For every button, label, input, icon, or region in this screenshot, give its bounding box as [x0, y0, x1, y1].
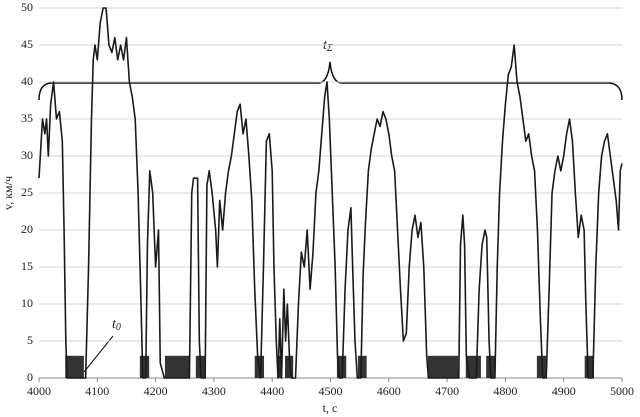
x-tick-label: 4800: [493, 384, 517, 398]
stop-bar: [336, 355, 347, 378]
x-tick-label: 4700: [435, 384, 459, 398]
x-tick-label: 4200: [144, 384, 168, 398]
y-tick-label: 45: [21, 37, 33, 51]
stop-bar: [164, 355, 190, 378]
stop-bar: [285, 355, 294, 378]
y-tick-label: 25: [21, 185, 33, 199]
x-tick-label: 4500: [319, 384, 343, 398]
stop-bar: [65, 355, 84, 378]
x-axis-label: t, c: [323, 401, 338, 415]
annotation-pointer: [83, 335, 114, 373]
annotation-text: t: [112, 317, 117, 332]
y-tick-label: 5: [27, 333, 33, 347]
x-tick-label: 4900: [552, 384, 576, 398]
stop-bar: [357, 355, 367, 378]
x-tick-label: 4000: [27, 384, 51, 398]
annotation-sub: Σ: [326, 43, 333, 54]
y-tick-label: 0: [27, 370, 33, 384]
annotation-text: t: [323, 38, 328, 53]
x-tick-label: 4600: [377, 384, 401, 398]
x-tick-label: 5000: [610, 384, 634, 398]
stop-bar: [427, 355, 459, 378]
y-tick-label: 50: [21, 0, 33, 14]
annotation: tΣ: [323, 38, 333, 54]
y-tick-label: 40: [21, 74, 33, 88]
y-tick-label: 35: [21, 111, 33, 125]
x-tick-label: 4300: [202, 384, 226, 398]
stop-bar: [278, 355, 283, 378]
brace: [38, 61, 623, 101]
annotation-sub: 0: [116, 322, 121, 333]
stop-bar: [584, 355, 595, 378]
x-tick-label: 4400: [260, 384, 284, 398]
annotation: t0: [112, 317, 121, 333]
x-tick-label: 4100: [85, 384, 109, 398]
y-tick-label: 15: [21, 259, 33, 273]
y-axis-label: v, км/ч: [1, 176, 15, 210]
y-tick-label: 10: [21, 296, 33, 310]
speed-line: [38, 7, 623, 379]
y-tick-label: 20: [21, 222, 33, 236]
y-tick-label: 30: [21, 148, 33, 162]
stop-bar: [139, 355, 150, 378]
